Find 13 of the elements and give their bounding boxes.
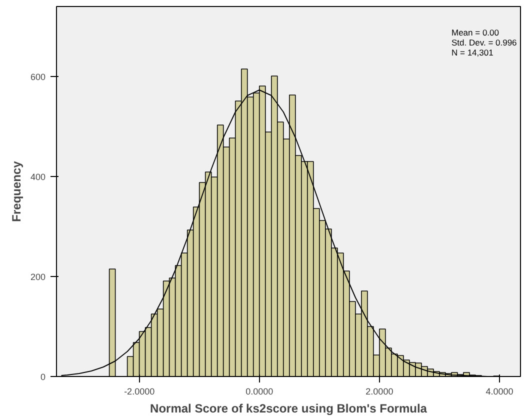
y-tick-label: 0 <box>40 372 46 382</box>
annotation: N = 14,301 <box>452 48 494 58</box>
x-tick-label: 2.0000 <box>366 386 394 396</box>
y-tick-label: 400 <box>30 172 46 182</box>
y-tick-label: 200 <box>30 272 46 282</box>
y-axis-title: Frequency <box>9 160 24 222</box>
annotation: Std. Dev. = 0.996 <box>452 38 518 48</box>
x-axis-title: Normal Score of ks2score using Blom's Formula <box>150 402 428 416</box>
x-tick-label: 4.0000 <box>486 386 514 396</box>
x-tick-label: 0.0000 <box>246 386 274 396</box>
y-tick-label: 600 <box>30 72 46 82</box>
annotation: Mean = 0.00 <box>452 28 500 38</box>
x-tick-label: -2.0000 <box>124 386 155 396</box>
